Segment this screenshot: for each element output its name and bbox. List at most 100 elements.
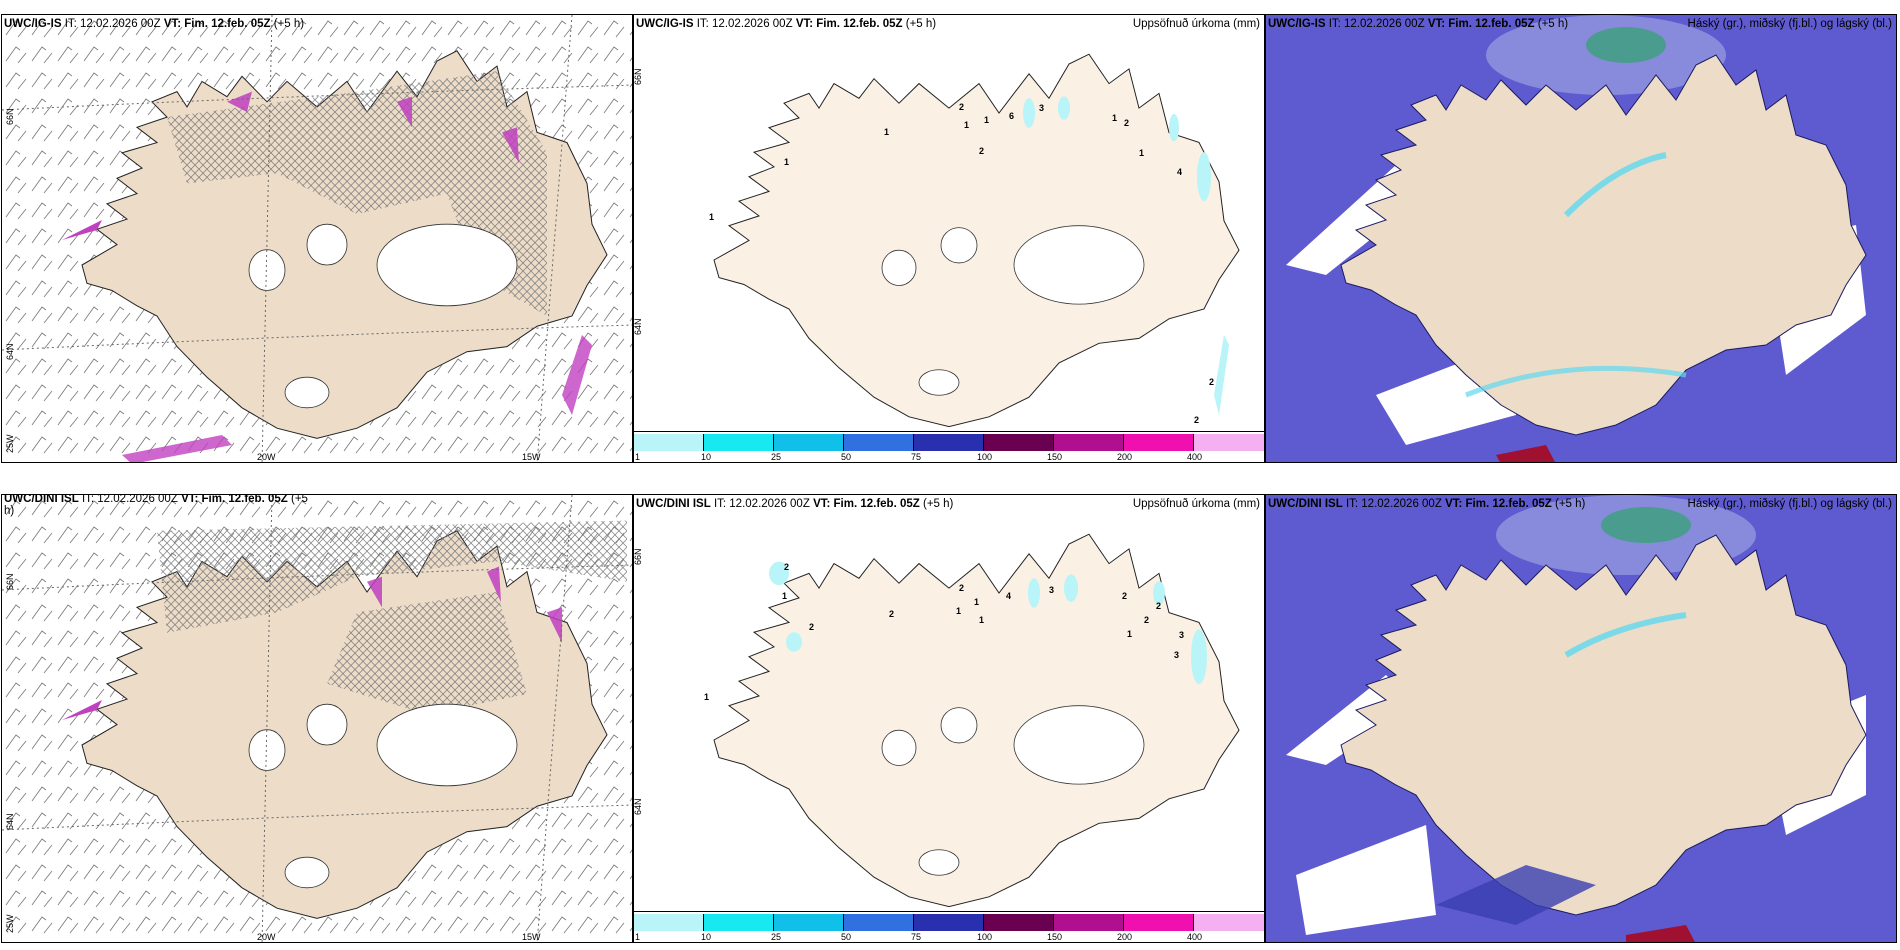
svg-text:2: 2 [1122,591,1127,601]
lon-label-15: 15W [522,932,541,942]
svg-text:1: 1 [1127,629,1132,639]
svg-text:6: 6 [1009,111,1014,121]
colorbar-segment [634,434,704,451]
svg-text:1: 1 [704,692,709,702]
colorbar-label: 10 [701,452,712,462]
lat-label-66: 66N [633,68,643,85]
svg-text:3: 3 [1179,630,1184,640]
colorbar-label: 100 [977,932,993,942]
svg-text:3: 3 [1174,650,1179,660]
cloud-map [1266,495,1896,942]
colorbar-label: 400 [1187,932,1203,942]
map-panel-r2-wind: UWC/DINI ISL IT: 12.02.2026 00Z VT: Fim.… [1,494,633,943]
colorbar-label: 200 [1117,452,1133,462]
colorbar-segment [1194,434,1264,451]
panel-subtitle: Háský (gr.), miðský (fj.bl.) og lágský (… [1687,498,1892,510]
svg-text:2: 2 [784,562,789,572]
wind-map [2,495,632,942]
svg-text:2: 2 [1124,118,1129,128]
svg-text:1: 1 [1112,113,1117,123]
lon-label-20: 20W [257,932,276,942]
colorbar-label: 150 [1047,932,1063,942]
colorbar-label: 75 [911,452,922,462]
colorbar-segment [844,914,914,931]
colorbar-segment [914,434,984,451]
svg-text:1: 1 [884,127,889,137]
colorbar-label: 50 [841,452,852,462]
svg-text:1: 1 [979,615,984,625]
lat-label-66: 66N [633,548,643,565]
svg-text:3: 3 [1039,103,1044,113]
precip-map: 1 2 1 2 2 2 1 1 1 4 3 2 2 2 1 3 3 [704,533,1240,908]
panel-title: UWC/IG-IS IT: 12.02.2026 00Z VT: Fim. 12… [636,18,937,30]
svg-text:3: 3 [1049,585,1054,595]
svg-text:2: 2 [809,622,814,632]
lon-label-15: 15W [522,452,541,462]
precip-colorbar: 1 10 25 50 75 100 150 200 400 [634,911,1264,942]
colorbar-segment [634,914,704,931]
colorbar-segment [844,434,914,451]
colorbar-label: 100 [977,452,993,462]
svg-text:2: 2 [1156,601,1161,611]
colorbar-label: 1 [635,932,641,942]
colorbar-segment [774,914,844,931]
colorbar-label: 50 [841,932,852,942]
svg-text:1: 1 [709,212,714,222]
svg-text:4: 4 [1177,167,1182,177]
svg-text:1: 1 [784,157,789,167]
colorbar-segment [914,914,984,931]
svg-text:2: 2 [1144,615,1149,625]
colorbar-label: 400 [1187,452,1203,462]
lon-label-25: 25W [5,914,15,933]
svg-text:1: 1 [984,115,989,125]
map-panel-r2-precip: UWC/DINI ISL IT: 12.02.2026 00Z VT: Fim.… [633,494,1265,943]
precip-colorbar: 1 10 25 50 75 100 150 200 400 [634,431,1264,462]
colorbar-segment [1054,434,1124,451]
map-panel-r2-clouds: UWC/DINI ISL IT: 12.02.2026 00Z VT: Fim.… [1265,494,1897,943]
colorbar-segment [704,914,774,931]
lat-label-64: 64N [633,798,643,815]
colorbar-label: 150 [1047,452,1063,462]
colorbar-segment [984,434,1054,451]
colorbar-label: 25 [771,932,782,942]
lat-label-64: 64N [5,813,15,830]
panel-title: UWC/DINI ISL IT: 12.02.2026 00Z VT: Fim.… [636,498,954,510]
svg-text:1: 1 [964,120,969,130]
colorbar-segment [984,914,1054,931]
panel-subtitle: Háský (gr.), miðský (fj.bl.) og lágský (… [1687,18,1892,30]
svg-text:1: 1 [974,597,979,607]
colorbar-segment [1054,914,1124,931]
lat-label-66: 66N [5,108,15,125]
panel-title: UWC/IG-IS IT: 12.02.2026 00Z VT: Fim. 12… [4,18,305,30]
svg-text:2: 2 [959,583,964,593]
panel-title: UWC/IG-IS IT: 12.02.2026 00Z VT: Fim. 12… [1268,18,1569,30]
svg-text:2: 2 [889,609,894,619]
svg-text:1: 1 [956,606,961,616]
colorbar-label: 1 [635,452,641,462]
panel-subtitle: Uppsöfnuð úrkoma (mm) [1132,498,1260,510]
svg-text:4: 4 [1006,591,1011,601]
lat-label-64: 64N [633,318,643,335]
colorbar-label: 75 [911,932,922,942]
colorbar-segment [1124,914,1194,931]
panel-title: UWC/DINI ISL IT: 12.02.2026 00Z VT: Fim.… [4,494,308,517]
svg-text:1: 1 [1139,148,1144,158]
colorbar-label: 200 [1117,932,1133,942]
map-panel-r1-precip: UWC/IG-IS IT: 12.02.2026 00Z VT: Fim. 12… [633,14,1265,463]
colorbar-segment [1124,434,1194,451]
colorbar-label: 10 [701,932,712,942]
colorbar-segment [704,434,774,451]
svg-text:2: 2 [979,146,984,156]
colorbar-label: 25 [771,452,782,462]
precip-map: 1 1 1 2 1 1 6 2 3 1 2 1 4 2 2 [709,53,1240,428]
svg-text:2: 2 [959,102,964,112]
colorbar-segment [1194,914,1264,931]
panel-subtitle: Uppsöfnuð úrkoma (mm) [1132,18,1260,30]
lon-label-20: 20W [257,452,276,462]
lon-label-25: 25W [5,434,15,453]
svg-text:1: 1 [782,591,787,601]
svg-text:2: 2 [1194,415,1199,425]
colorbar-segment [774,434,844,451]
map-panel-r1-wind: UWC/IG-IS IT: 12.02.2026 00Z VT: Fim. 12… [1,14,633,463]
map-panel-r1-clouds: UWC/IG-IS IT: 12.02.2026 00Z VT: Fim. 12… [1265,14,1897,463]
